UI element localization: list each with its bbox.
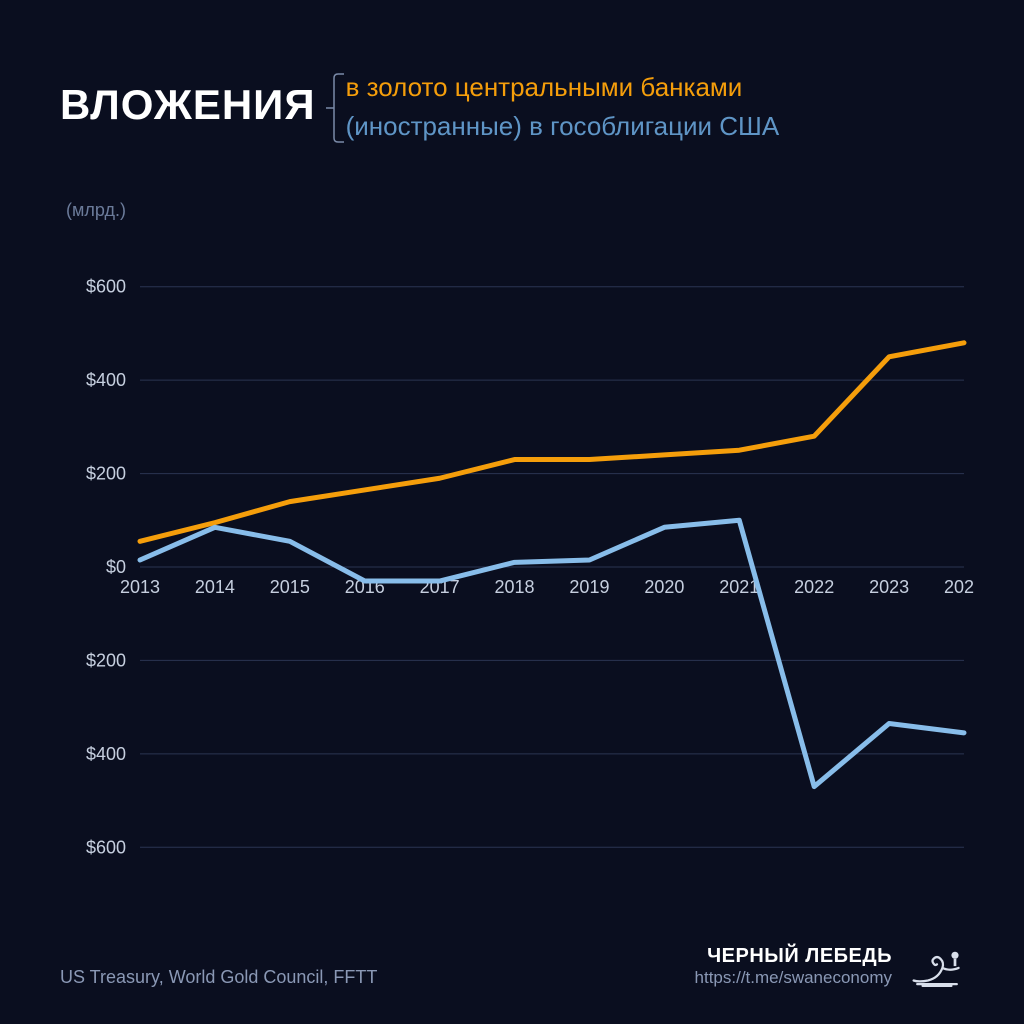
x-tick-label: 2023 bbox=[869, 577, 909, 597]
y-tick-label: $200 bbox=[86, 650, 126, 670]
y-tick-label: $200 bbox=[86, 464, 126, 484]
y-tick-label: $600 bbox=[86, 837, 126, 857]
chart-svg: $600 $400 $200 $0 $200 $400 $600 2013 2014 2015 20… bbox=[60, 230, 974, 904]
brand-text: ЧЕРНЫЙ ЛЕБЕДЬ https://t.me/swaneconomy bbox=[695, 945, 892, 988]
x-tick-label: 2018 bbox=[495, 577, 535, 597]
chart-title: ВЛОЖЕНИЯ bbox=[60, 68, 316, 126]
x-tick-label: 2021 bbox=[719, 577, 759, 597]
footer: US Treasury, World Gold Council, FFTT ЧЕ… bbox=[60, 945, 964, 988]
swan-logo-icon bbox=[910, 946, 964, 988]
series-gold bbox=[140, 343, 964, 542]
bracket-icon bbox=[326, 68, 344, 148]
swan-stem bbox=[954, 958, 957, 965]
brand-block: ЧЕРНЫЙ ЛЕБЕДЬ https://t.me/swaneconomy bbox=[695, 945, 964, 988]
y-tick-label: $0 bbox=[106, 557, 126, 577]
y-unit-label: (млрд.) bbox=[66, 200, 126, 221]
y-tick-label: $400 bbox=[86, 744, 126, 764]
legend-gold: в золото центральными банками bbox=[346, 68, 780, 107]
legend-bracket: в золото центральными банками (иностранн… bbox=[326, 68, 780, 146]
x-tick-label: 2022 bbox=[794, 577, 834, 597]
bracket-path bbox=[326, 74, 344, 142]
series-treasuries bbox=[140, 520, 964, 786]
data-source: US Treasury, World Gold Council, FFTT bbox=[60, 967, 377, 988]
x-tick-label: 2013 bbox=[120, 577, 160, 597]
header: ВЛОЖЕНИЯ в золото центральными банками (… bbox=[60, 68, 964, 146]
swan-path bbox=[914, 957, 959, 986]
y-tick-label: $600 bbox=[86, 277, 126, 297]
swan-dot bbox=[951, 951, 958, 958]
x-tick-label: 2015 bbox=[270, 577, 310, 597]
x-tick-label: 2020 bbox=[644, 577, 684, 597]
x-tick-label: 2019 bbox=[569, 577, 609, 597]
y-tick-label: $400 bbox=[86, 370, 126, 390]
brand-link: https://t.me/swaneconomy bbox=[695, 968, 892, 988]
x-tick-label: 2024 bbox=[944, 577, 974, 597]
brand-name: ЧЕРНЫЙ ЛЕБЕДЬ bbox=[695, 945, 892, 968]
x-tick-label: 2014 bbox=[195, 577, 235, 597]
line-chart: $600 $400 $200 $0 $200 $400 $600 2013 2014 2015 20… bbox=[60, 230, 974, 904]
legend-treasuries: (иностранные) в гособлигации США bbox=[346, 107, 780, 146]
